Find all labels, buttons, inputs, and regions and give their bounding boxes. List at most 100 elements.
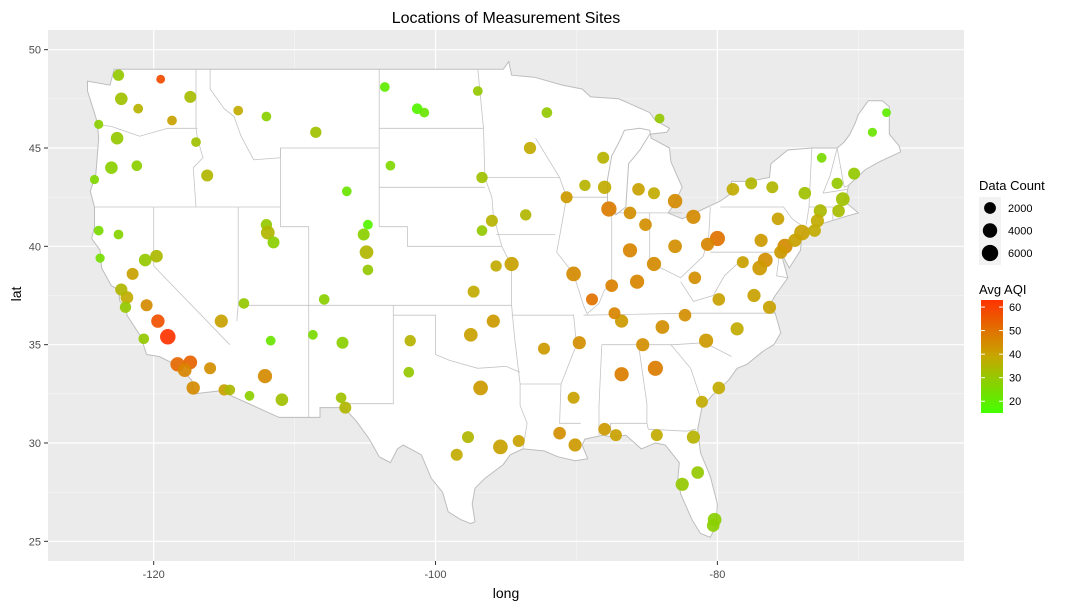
size-legend-label: 6000: [1008, 248, 1032, 260]
site-point: [646, 256, 662, 272]
site-point: [675, 477, 689, 491]
site-point: [629, 274, 645, 289]
site-point: [774, 245, 788, 259]
site-point: [133, 103, 144, 114]
site-point: [94, 119, 104, 130]
site-point: [476, 171, 488, 184]
site-point: [493, 439, 508, 455]
site-point: [771, 212, 785, 226]
y-axis-label: lat: [8, 287, 24, 302]
site-point: [712, 293, 726, 306]
state-border: [822, 147, 838, 194]
state-border: [192, 69, 204, 208]
x-axis-ticks: -120 -100 -80: [143, 561, 725, 581]
site-point: [762, 300, 777, 314]
state-border: [393, 314, 521, 373]
site-point: [700, 237, 715, 251]
site-point: [736, 256, 749, 269]
site-point: [597, 180, 612, 194]
site-point: [177, 363, 192, 378]
site-point: [224, 384, 236, 396]
site-point: [214, 314, 228, 328]
site-point: [310, 126, 322, 138]
site-point: [472, 86, 483, 96]
x-tick-label: -120: [143, 569, 165, 581]
size-legend-key: [984, 202, 996, 214]
site-point: [257, 368, 273, 384]
y-tick-label: 25: [29, 536, 41, 548]
y-axis-ticks: 25 30 35 40 45 50: [29, 45, 48, 548]
site-point: [462, 431, 474, 444]
site-point: [233, 105, 244, 116]
site-point: [150, 249, 163, 263]
y-tick-label: 50: [29, 45, 41, 57]
site-point: [308, 329, 318, 340]
site-point: [335, 392, 347, 404]
site-point: [698, 333, 714, 348]
site-point: [486, 314, 500, 328]
site-point: [605, 279, 619, 293]
site-point: [730, 322, 744, 336]
site-point: [512, 435, 525, 447]
site-point: [608, 307, 621, 320]
site-point: [359, 245, 374, 260]
site-point: [341, 186, 352, 197]
site-point: [138, 333, 150, 345]
color-legend: Avg AQI 20 30 40 50 60: [979, 282, 1026, 413]
site-point: [632, 182, 645, 196]
site-point: [614, 367, 629, 382]
site-point: [238, 298, 250, 309]
site-point: [151, 314, 165, 328]
site-point: [695, 395, 708, 408]
site-point: [655, 320, 670, 334]
site-point: [126, 267, 139, 280]
state-border: [94, 124, 198, 137]
site-point: [114, 92, 128, 106]
site-point: [648, 187, 660, 200]
state-border: [209, 69, 380, 161]
state-border: [342, 305, 394, 405]
site-point: [566, 266, 581, 282]
site-point: [810, 214, 824, 228]
site-point: [712, 381, 726, 395]
color-legend-title: Avg AQI: [979, 282, 1026, 297]
state-border: [646, 423, 697, 432]
site-point: [650, 429, 663, 442]
site-point: [686, 209, 701, 224]
site-point: [538, 342, 550, 355]
size-legend-label: 2000: [1008, 203, 1032, 215]
site-point: [586, 293, 598, 306]
site-point: [754, 233, 768, 247]
site-point: [567, 391, 580, 404]
site-point: [622, 243, 638, 258]
site-point: [138, 253, 152, 267]
site-point: [678, 308, 692, 322]
site-point: [832, 204, 845, 218]
site-point: [184, 90, 197, 103]
site-point: [93, 225, 104, 236]
site-point: [473, 380, 488, 396]
site-point: [267, 236, 280, 249]
site-point: [706, 519, 720, 532]
site-point: [385, 160, 396, 171]
y-tick-label: 35: [29, 340, 41, 352]
site-point: [336, 336, 349, 349]
state-border: [511, 314, 581, 424]
state-border: [836, 147, 849, 188]
site-point: [450, 448, 463, 461]
site-point: [115, 283, 128, 296]
site-point: [186, 381, 200, 395]
site-point: [553, 426, 566, 440]
site-point: [816, 152, 827, 163]
state-border: [280, 148, 310, 418]
site-point: [726, 182, 740, 196]
site-point: [265, 335, 276, 346]
site-point: [160, 329, 176, 345]
site-point: [601, 201, 617, 217]
size-legend: Data Count 2000 4000 6000: [979, 178, 1045, 265]
site-point: [798, 186, 812, 200]
state-border: [153, 207, 231, 345]
y-tick-label: 40: [29, 241, 41, 253]
site-point: [523, 141, 537, 155]
color-legend-label: 50: [1009, 326, 1021, 338]
